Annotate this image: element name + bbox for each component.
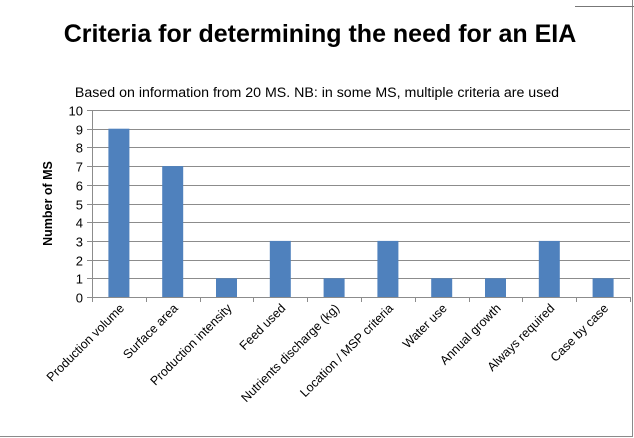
x-tick-label: Water use: [400, 301, 450, 351]
y-tick-label: 10: [69, 104, 83, 119]
chart-subtitle: Based on information from 20 MS. NB: in …: [74, 85, 560, 101]
bar: [485, 278, 506, 297]
bar: [377, 240, 399, 297]
bar: [162, 166, 184, 297]
y-tick-label: 0: [76, 291, 83, 306]
y-tick-label: 3: [76, 235, 83, 250]
y-tick-label: 2: [76, 254, 83, 269]
x-tick-label: Surface area: [120, 301, 181, 362]
bar: [592, 278, 614, 297]
bar: [431, 278, 453, 297]
y-tick-label: 5: [76, 198, 83, 213]
x-tick-label: Case by case: [548, 301, 611, 364]
bar: [269, 240, 291, 297]
y-tick-label: 8: [76, 141, 83, 156]
y-tick-label: 9: [76, 123, 83, 138]
y-tick-label: 1: [76, 272, 83, 287]
bar: [108, 128, 130, 297]
y-tick-label: 6: [76, 179, 83, 194]
top-edge-line: [575, 0, 634, 7]
bar: [538, 240, 560, 297]
x-tick-label: Nutrients discharge (kg): [238, 301, 342, 405]
x-tick-label: Feed used: [237, 301, 289, 353]
y-tick-label: 7: [76, 160, 83, 175]
x-tick-label: Location / MSP criteria: [297, 301, 396, 400]
bar: [216, 278, 237, 297]
y-axis-title: Number of MS: [41, 161, 55, 246]
chart-title: Criteria for determining the need for an…: [63, 20, 577, 48]
x-tick-label: Production volume: [44, 301, 127, 384]
bar: [323, 278, 345, 297]
y-tick-label: 4: [76, 216, 83, 231]
